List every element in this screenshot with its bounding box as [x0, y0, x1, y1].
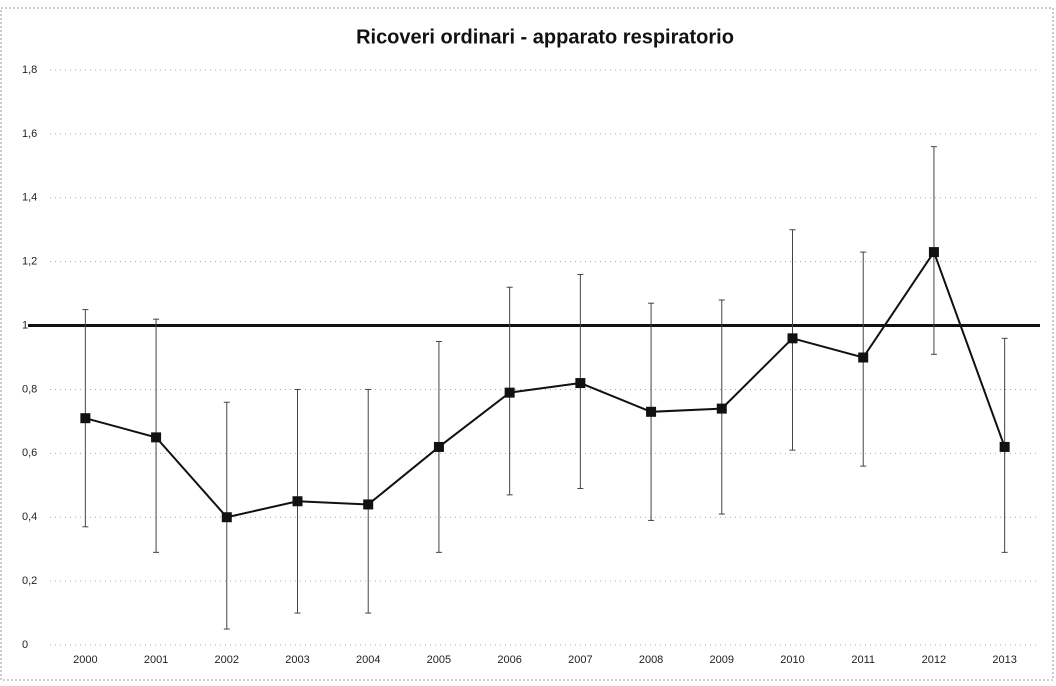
x-tick-label: 2009 [710, 654, 734, 666]
y-tick-label: 1,6 [22, 128, 37, 140]
chart-title: Ricoveri ordinari - apparato respiratori… [356, 26, 734, 48]
x-tick-label: 2002 [215, 654, 239, 666]
point [646, 406, 657, 417]
y-tick-label: 1,2 [22, 256, 37, 268]
x-tick-label: 2006 [497, 654, 521, 666]
y-tick-label: 0,2 [22, 575, 37, 587]
x-tick-label: 2000 [73, 654, 97, 666]
point [787, 333, 798, 344]
point [363, 499, 374, 510]
y-tick-label: 1 [22, 319, 28, 331]
series-line [85, 249, 1006, 519]
y-tick-label: 0,8 [22, 383, 37, 395]
x-tick-label: 2005 [427, 654, 451, 666]
y-tick-label: 1,8 [22, 64, 37, 76]
y-tick-label: 0,6 [22, 447, 37, 459]
point [80, 413, 91, 424]
x-tick-label: 2010 [780, 654, 804, 666]
point [151, 432, 162, 443]
x-tick-label: 2008 [639, 654, 663, 666]
point [575, 378, 586, 389]
point [433, 441, 444, 452]
point [928, 247, 939, 258]
point [292, 496, 303, 507]
x-tick-label: 2004 [356, 654, 380, 666]
point [221, 512, 232, 523]
y-tick-label: 0,4 [22, 511, 37, 523]
point [716, 403, 727, 414]
point [504, 387, 515, 398]
x-tick-label: 2003 [285, 654, 309, 666]
x-tick-label: 2013 [992, 654, 1016, 666]
y-tick-label: 1,4 [22, 192, 37, 204]
point [999, 441, 1010, 452]
x-tick-label: 2007 [568, 654, 592, 666]
y-tick-label: 0 [22, 639, 28, 651]
x-tick-label: 2011 [851, 654, 875, 666]
chart-border [0, 7, 1054, 681]
x-tick-label: 2001 [144, 654, 168, 666]
point [858, 352, 869, 363]
x-tick-label: 2012 [922, 654, 946, 666]
